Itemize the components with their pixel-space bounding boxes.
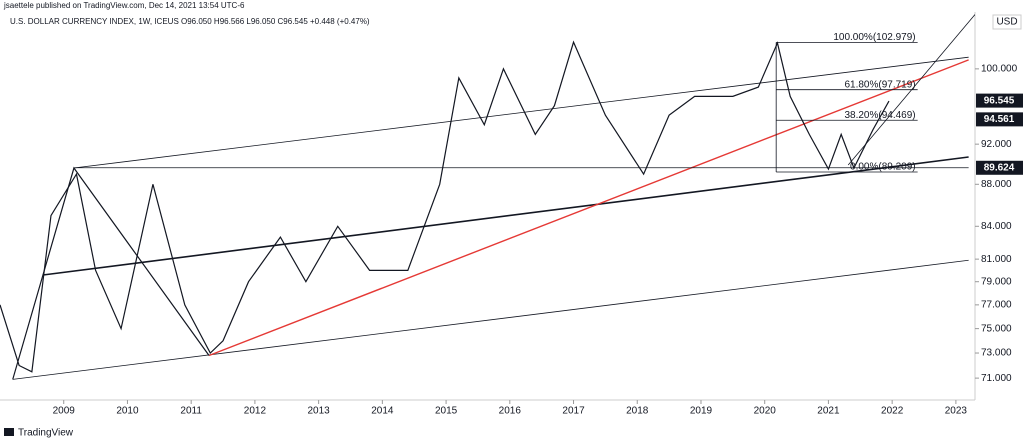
currency-box <box>992 14 1022 30</box>
x-tick-label: 2020 <box>754 406 777 417</box>
trendline <box>73 56 969 169</box>
header: jsaettele published on TradingView.com, … <box>3 1 245 10</box>
price-label: 89.624 <box>984 162 1015 173</box>
y-tick-label: 81.000 <box>981 254 1012 265</box>
x-tick-label: 2022 <box>881 406 904 417</box>
x-tick-label: 2011 <box>180 406 202 417</box>
trendline <box>12 259 969 380</box>
trendline <box>12 166 210 380</box>
trendline <box>208 59 969 357</box>
x-tick-label: 2009 <box>53 406 76 417</box>
price-label: 96.545 <box>984 95 1015 106</box>
x-tick-label: 2018 <box>626 406 649 417</box>
fib-label: 38.20%(94.469) <box>844 110 915 121</box>
y-tick-label: 75.000 <box>981 323 1012 334</box>
plot: 100.00%(102.979) 61.80%(97.719) 38.20%(94.… <box>0 14 975 380</box>
x-tick-label: 2017 <box>562 406 585 417</box>
fib-label: 100.00%(102.979) <box>833 32 915 43</box>
price-label-box <box>976 93 1023 108</box>
price-label-box <box>976 112 1023 127</box>
x-tick-label: 2019 <box>690 406 713 417</box>
y-tick-label: 88.000 <box>981 179 1012 190</box>
x-tick-label: 2023 <box>945 406 968 417</box>
x-tick-label: 2021 <box>817 406 840 417</box>
trendline <box>43 156 969 276</box>
currency: USD <box>996 17 1017 28</box>
fib-label: 0.00%(89.209) <box>850 162 916 173</box>
y-tick-label: 79.000 <box>981 276 1012 287</box>
y-tick-label: 100.000 <box>981 64 1018 75</box>
x-tick-label: 2016 <box>499 406 522 417</box>
y-tick-label: 84.000 <box>981 221 1012 232</box>
price-label: 94.561 <box>984 114 1015 125</box>
y-tick-label: 92.000 <box>981 139 1012 150</box>
x-tick-label: 2010 <box>116 406 139 417</box>
price-label-box <box>976 160 1023 175</box>
x-tick-label: 2012 <box>244 406 267 417</box>
y-tick-label: 77.000 <box>981 300 1012 311</box>
footer: TradingView <box>18 428 74 439</box>
chart-title: U.S. DOLLAR CURRENCY INDEX, 1W, ICEUS O9… <box>10 17 370 26</box>
x-tick-label: 2015 <box>435 406 458 417</box>
y-tick-label: 73.000 <box>981 348 1012 359</box>
y-tick-label: 71.000 <box>981 373 1012 384</box>
price-line <box>0 40 890 373</box>
fib-label: 61.80%(97.719) <box>844 79 915 90</box>
logo <box>4 428 14 436</box>
x-tick-label: 2013 <box>308 406 331 417</box>
x-tick-label: 2014 <box>371 406 394 417</box>
